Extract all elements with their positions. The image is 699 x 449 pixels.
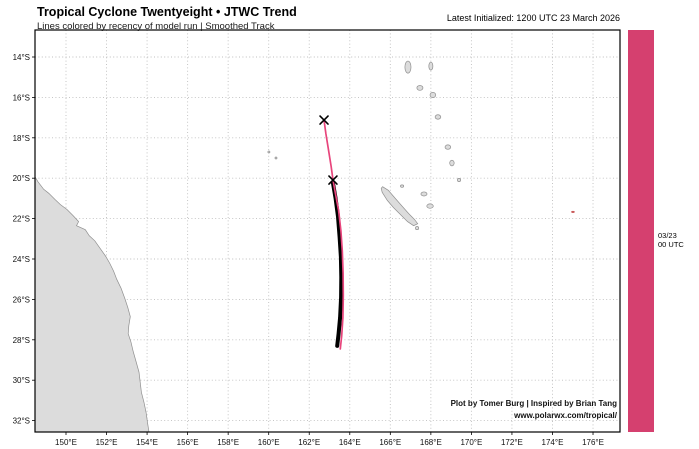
credit-line-1: Plot by Tomer Burg | Inspired by Brian T… bbox=[450, 399, 617, 408]
new-caledonia bbox=[380, 186, 419, 227]
colorbar-tick-time: 00 UTC bbox=[658, 240, 684, 249]
lon-tick-label: 156°E bbox=[177, 438, 199, 447]
lon-tick-label: 162°E bbox=[298, 438, 320, 447]
lat-tick-label: 24°S bbox=[13, 255, 30, 264]
credits: Plot by Tomer Burg | Inspired by Brian T… bbox=[451, 398, 617, 422]
page-subtitle: Lines colored by recency of model run | … bbox=[37, 21, 275, 32]
lat-tick-label: 26°S bbox=[13, 295, 30, 304]
lon-tick-label: 176°E bbox=[582, 438, 604, 447]
efate bbox=[434, 114, 442, 120]
ambrym bbox=[429, 91, 437, 98]
lon-tick-label: 168°E bbox=[420, 438, 442, 447]
lat-tick-label: 16°S bbox=[13, 93, 30, 102]
lon-tick-label: 166°E bbox=[379, 438, 401, 447]
lifou bbox=[420, 191, 428, 197]
x-marker-current bbox=[328, 175, 338, 185]
colorbar-tick-date: 03/23 bbox=[658, 231, 677, 240]
lat-tick-label: 20°S bbox=[13, 174, 30, 183]
aneityum bbox=[457, 178, 462, 182]
lat-tick-label: 22°S bbox=[13, 215, 30, 224]
tick-labels: 150°E 152°E 154°E 156°E 158°E 160°E 162°E 164°E… bbox=[13, 53, 604, 447]
colorbar bbox=[628, 30, 654, 432]
reef-islet-2 bbox=[274, 156, 278, 160]
colorbar-tick-label: 03/23 00 UTC bbox=[658, 231, 684, 249]
tanna bbox=[449, 159, 455, 167]
erromango bbox=[444, 144, 452, 150]
espiritu-santo bbox=[404, 60, 412, 74]
isle-of-pines bbox=[415, 226, 420, 231]
lon-tick-label: 164°E bbox=[339, 438, 361, 447]
malekula bbox=[416, 85, 424, 91]
land-layer bbox=[35, 60, 575, 432]
lon-tick-label: 170°E bbox=[460, 438, 482, 447]
maewo-pentecost bbox=[428, 61, 434, 71]
lat-tick-label: 28°S bbox=[13, 336, 30, 345]
track-layer bbox=[319, 115, 345, 350]
ouvea bbox=[400, 184, 405, 188]
lon-tick-label: 150°E bbox=[55, 438, 77, 447]
lon-tick-label: 152°E bbox=[96, 438, 118, 447]
plot-frame bbox=[34, 29, 621, 433]
x-marker-initial bbox=[319, 115, 329, 125]
track-model-run-0323-00utc bbox=[323, 119, 345, 350]
lat-tick-label: 32°S bbox=[13, 417, 30, 426]
lon-tick-label: 174°E bbox=[542, 438, 564, 447]
lat-tick-label: 30°S bbox=[13, 376, 30, 385]
lon-tick-label: 160°E bbox=[258, 438, 280, 447]
lon-tick-label: 172°E bbox=[501, 438, 523, 447]
mare bbox=[426, 203, 434, 209]
lon-tick-label: 158°E bbox=[217, 438, 239, 447]
lat-tick-label: 18°S bbox=[13, 134, 30, 143]
credit-line-2: www.polarwx.com/tropical/ bbox=[514, 411, 617, 420]
red-speck bbox=[571, 210, 575, 213]
lat-tick-label: 14°S bbox=[13, 53, 30, 62]
australia-coast bbox=[35, 176, 150, 432]
reef-islet-1 bbox=[267, 150, 271, 154]
init-time-label: Latest Initialized: 1200 UTC 23 March 20… bbox=[446, 13, 620, 23]
page-title: Tropical Cyclone Twentyeight • JTWC Tren… bbox=[37, 5, 297, 19]
lon-tick-label: 154°E bbox=[136, 438, 158, 447]
track-smoothed-track bbox=[331, 181, 344, 348]
